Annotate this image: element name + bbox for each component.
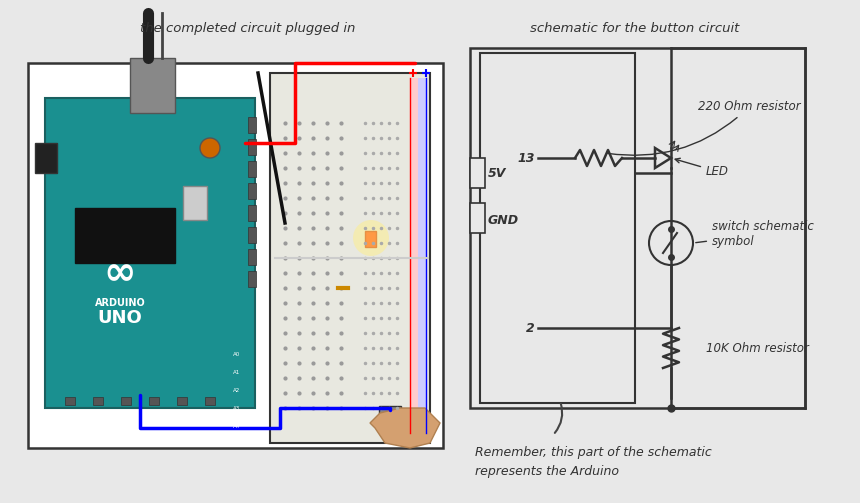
Text: LED: LED — [675, 158, 729, 178]
FancyBboxPatch shape — [248, 161, 256, 177]
FancyBboxPatch shape — [93, 397, 103, 405]
Text: 2: 2 — [526, 321, 535, 334]
FancyBboxPatch shape — [248, 227, 256, 243]
FancyBboxPatch shape — [248, 139, 256, 155]
FancyBboxPatch shape — [205, 397, 215, 405]
Text: A3: A3 — [233, 406, 240, 411]
Text: the completed circuit plugged in: the completed circuit plugged in — [140, 22, 355, 35]
FancyBboxPatch shape — [248, 249, 256, 265]
Circle shape — [200, 138, 220, 158]
FancyBboxPatch shape — [270, 73, 430, 443]
Text: A2: A2 — [233, 388, 240, 393]
FancyBboxPatch shape — [379, 406, 401, 424]
Text: 10K Ohm resistor: 10K Ohm resistor — [706, 342, 809, 355]
FancyBboxPatch shape — [177, 397, 187, 405]
Text: 13: 13 — [518, 151, 535, 164]
Text: GND: GND — [488, 213, 519, 226]
FancyBboxPatch shape — [410, 78, 418, 438]
FancyBboxPatch shape — [65, 397, 75, 405]
FancyBboxPatch shape — [121, 397, 131, 405]
Text: ∞: ∞ — [104, 254, 136, 292]
FancyBboxPatch shape — [470, 158, 485, 188]
FancyBboxPatch shape — [418, 78, 426, 438]
Text: UNO: UNO — [98, 309, 143, 327]
Polygon shape — [370, 408, 440, 448]
Text: A5: A5 — [233, 443, 240, 448]
FancyBboxPatch shape — [248, 205, 256, 221]
Text: Remember, this part of the schematic
represents the Arduino: Remember, this part of the schematic rep… — [475, 446, 712, 478]
FancyBboxPatch shape — [183, 186, 207, 220]
FancyBboxPatch shape — [470, 203, 485, 233]
FancyBboxPatch shape — [75, 208, 175, 263]
FancyBboxPatch shape — [35, 143, 57, 173]
Text: A0: A0 — [233, 353, 240, 358]
FancyBboxPatch shape — [248, 183, 256, 199]
FancyBboxPatch shape — [130, 58, 175, 113]
Text: 5V: 5V — [488, 166, 507, 180]
FancyBboxPatch shape — [149, 397, 159, 405]
Text: A1: A1 — [233, 371, 240, 376]
Text: A4: A4 — [233, 425, 240, 430]
Text: switch schematic
symbol: switch schematic symbol — [696, 220, 814, 248]
FancyBboxPatch shape — [365, 231, 376, 247]
Circle shape — [353, 220, 389, 256]
Text: 220 Ohm resistor: 220 Ohm resistor — [608, 100, 801, 155]
Text: schematic for the button circuit: schematic for the button circuit — [530, 22, 740, 35]
FancyBboxPatch shape — [45, 98, 255, 408]
FancyBboxPatch shape — [248, 271, 256, 287]
FancyBboxPatch shape — [28, 63, 443, 448]
Text: ARDUINO: ARDUINO — [95, 298, 145, 308]
FancyBboxPatch shape — [248, 117, 256, 133]
